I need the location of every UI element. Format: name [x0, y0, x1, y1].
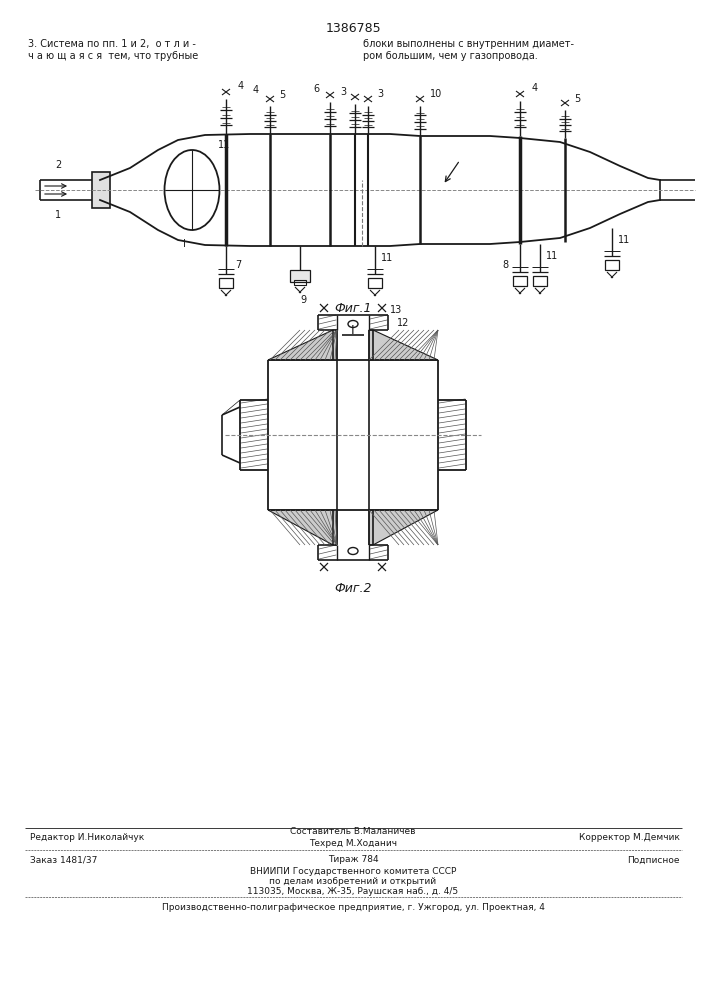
Text: ВНИИПИ Государственного комитета СССР: ВНИИПИ Государственного комитета СССР [250, 866, 456, 876]
Text: 4: 4 [532, 83, 538, 93]
Text: I: I [351, 324, 355, 336]
Polygon shape [369, 510, 438, 545]
Text: Составитель В.Маланичев: Составитель В.Маланичев [291, 828, 416, 836]
Polygon shape [268, 510, 337, 545]
Text: Заказ 1481/37: Заказ 1481/37 [30, 856, 98, 864]
Text: Подписное: Подписное [628, 856, 680, 864]
Bar [605, 260, 619, 270]
Bar [219, 278, 233, 288]
Text: I: I [182, 239, 185, 249]
Text: Техред М.Ходанич: Техред М.Ходанич [309, 838, 397, 848]
Bar [533, 276, 547, 286]
Text: 11: 11 [218, 140, 230, 150]
Text: Редактор И.Николайчук: Редактор И.Николайчук [30, 832, 144, 842]
Text: блоки выполнены с внутренним диамет-: блоки выполнены с внутренним диамет- [363, 39, 574, 49]
Text: 4: 4 [253, 85, 259, 95]
Bar [294, 280, 306, 285]
Text: 13: 13 [390, 305, 402, 315]
Text: ром большим, чем у газопровода.: ром большим, чем у газопровода. [363, 51, 538, 61]
Text: 3: 3 [340, 87, 346, 97]
Bar [92, 172, 110, 208]
Text: 3. Система по пп. 1 и 2,  о т л и -: 3. Система по пп. 1 и 2, о т л и - [28, 39, 196, 49]
Text: 113035, Москва, Ж-35, Раушская наб., д. 4/5: 113035, Москва, Ж-35, Раушская наб., д. … [247, 886, 459, 896]
Text: 1386785: 1386785 [325, 21, 381, 34]
Text: Фиг.1: Фиг.1 [334, 302, 372, 314]
Bar [290, 270, 310, 282]
Text: 8: 8 [502, 260, 508, 270]
Text: Тираж 784: Тираж 784 [327, 856, 378, 864]
Text: Фиг.2: Фиг.2 [334, 582, 372, 594]
Text: 5: 5 [279, 90, 285, 100]
Text: 11: 11 [546, 251, 558, 261]
Text: по делам изобретений и открытий: по делам изобретений и открытий [269, 876, 436, 886]
Text: 11: 11 [381, 253, 393, 263]
Text: 12: 12 [397, 318, 409, 328]
Text: 11: 11 [618, 235, 630, 245]
Bar [513, 276, 527, 286]
Polygon shape [369, 330, 438, 360]
Text: 1: 1 [55, 210, 61, 220]
Text: 4: 4 [238, 81, 244, 91]
Bar [368, 278, 382, 288]
Text: 7: 7 [235, 260, 241, 270]
Polygon shape [268, 330, 337, 360]
Text: ч а ю щ а я с я  тем, что трубные: ч а ю щ а я с я тем, что трубные [28, 51, 198, 61]
Text: 3: 3 [377, 89, 383, 99]
Text: Производственно-полиграфическое предприятие, г. Ужгород, ул. Проектная, 4: Производственно-полиграфическое предприя… [162, 902, 544, 912]
Text: 2: 2 [55, 160, 61, 170]
Text: 10: 10 [430, 89, 442, 99]
Text: 9: 9 [300, 295, 306, 305]
Text: .: . [325, 838, 382, 848]
Text: Корректор М.Демчик: Корректор М.Демчик [579, 832, 680, 842]
Text: 5: 5 [574, 94, 580, 104]
Text: 6: 6 [313, 84, 319, 94]
